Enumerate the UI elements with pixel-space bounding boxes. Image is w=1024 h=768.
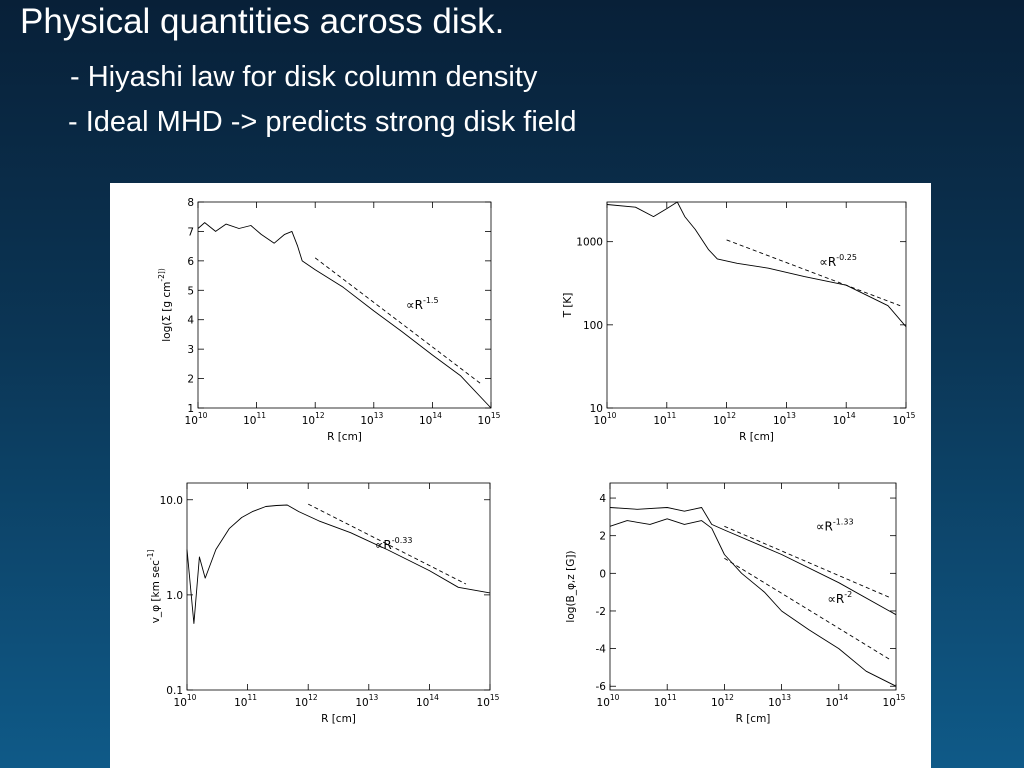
simulation-profile-line — [609, 518, 897, 687]
simulation-profile-line — [606, 201, 907, 327]
axis-frame — [609, 482, 897, 691]
y-axis-label: v_φ [km sec-1] — [146, 550, 162, 624]
x-tick-label: 1015 — [477, 693, 500, 709]
y-tick-label: -4 — [596, 644, 607, 656]
x-tick-label: 1010 — [597, 693, 620, 709]
x-tick-label: 1015 — [478, 411, 501, 427]
chart-bfield: 1010 1011 1012 1013 1014 1015 4 2 0 -2 -4 -6 R [cm] l… — [565, 482, 906, 725]
x-tick-label: 1012 — [295, 693, 318, 709]
x-tick-label: 1014 — [419, 411, 442, 427]
simulation-profile-line — [609, 507, 897, 616]
y-axis-label: log(B_φ,z [G]) — [565, 550, 577, 622]
bullet-hiyashi: - Hiyashi law for disk column density — [70, 61, 538, 93]
simulation-profile-line — [197, 222, 492, 409]
x-tick-label: 1011 — [653, 411, 676, 427]
x-tick-label: 1014 — [833, 411, 856, 427]
x-tick-label: 1012 — [713, 411, 736, 427]
y-tick-label: 3 — [187, 344, 194, 356]
x-tick-label: 1011 — [654, 693, 677, 709]
x-tick-label: 1015 — [893, 411, 916, 427]
power-law-annotation: ∝R-0.25 — [819, 253, 857, 269]
x-tick-label: 1013 — [360, 411, 383, 427]
y-tick-label: -6 — [596, 681, 607, 693]
y-tick-label: 0 — [599, 568, 606, 580]
power-law-model-line — [307, 503, 467, 585]
axis-frame — [197, 201, 492, 409]
power-law-model-line — [314, 257, 483, 385]
slide-title: Physical quantities across disk. — [20, 2, 505, 41]
y-tick-label: -2 — [596, 606, 606, 618]
y-tick-label: 0.1 — [166, 685, 183, 697]
y-axis-label: T [K] — [562, 293, 574, 319]
power-law-annotation: ∝R-0.33 — [375, 536, 413, 552]
x-tick-label: 1015 — [883, 693, 906, 709]
simulation-profile-line — [186, 504, 491, 624]
figure-panel: 1010 1011 1012 1013 1014 1015 1 2 3 4 5 6 7 8 R [cm] lo… — [110, 183, 931, 768]
y-tick-label: 6 — [187, 256, 194, 268]
y-tick-label: 10.0 — [160, 495, 183, 507]
power-law-annotation: ∝R-2 — [827, 590, 852, 606]
axis-frame — [606, 201, 907, 409]
y-tick-label: 4 — [599, 493, 606, 505]
x-tick-label: 1014 — [416, 693, 439, 709]
x-axis-label: R [cm] — [321, 713, 356, 725]
power-law-model-line — [726, 239, 901, 307]
x-tick-label: 1013 — [355, 693, 378, 709]
y-tick-label: 1.0 — [166, 590, 183, 602]
x-tick-label: 1012 — [711, 693, 734, 709]
x-axis-label: R [cm] — [327, 431, 362, 443]
power-law-model-line — [724, 525, 891, 599]
y-tick-label: 2 — [187, 374, 194, 386]
x-tick-label: 1012 — [302, 411, 325, 427]
y-tick-label: 1 — [187, 403, 194, 415]
y-tick-label: 5 — [187, 285, 194, 297]
power-law-annotation: ∝R-1.33 — [816, 518, 854, 534]
power-law-model-line — [724, 557, 891, 661]
y-tick-label: 8 — [187, 197, 194, 209]
y-tick-label: 4 — [187, 315, 194, 327]
x-tick-label: 1011 — [243, 411, 266, 427]
figure-svg: 1010 1011 1012 1013 1014 1015 1 2 3 4 5 6 7 8 R [cm] lo… — [146, 197, 916, 725]
x-tick-label: 1011 — [234, 693, 257, 709]
axis-frame — [186, 482, 491, 691]
x-axis-label: R [cm] — [739, 431, 774, 443]
y-tick-label: 7 — [187, 226, 194, 238]
y-tick-label: 2 — [599, 531, 606, 543]
y-tick-label: 10 — [590, 403, 603, 415]
x-tick-label: 1014 — [825, 693, 848, 709]
y-axis-label: log(Σ [g cm-2]) — [157, 268, 173, 342]
y-tick-label: 100 — [583, 320, 603, 332]
x-tick-label: 1013 — [768, 693, 791, 709]
x-axis-label: R [cm] — [736, 713, 771, 725]
power-law-annotation: ∝R-1.5 — [406, 296, 439, 312]
x-tick-label: 1013 — [773, 411, 796, 427]
bullet-ideal-mhd: - Ideal MHD -> predicts strong disk fiel… — [68, 106, 577, 138]
y-tick-label: 1000 — [576, 237, 603, 249]
